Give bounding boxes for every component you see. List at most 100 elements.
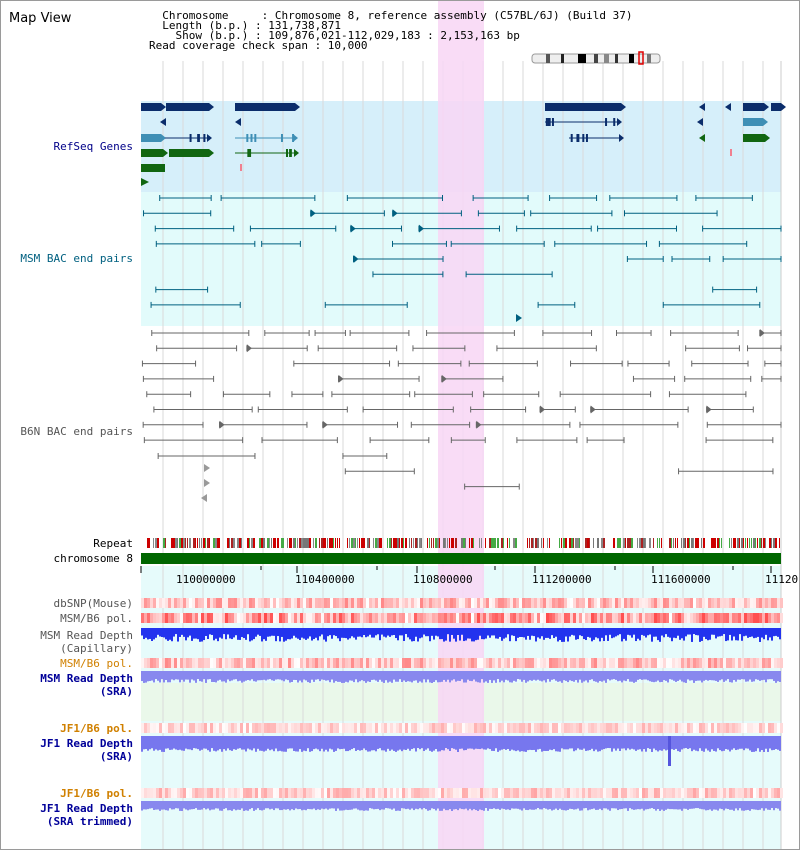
depth-bar	[723, 671, 725, 682]
pol-cell	[183, 598, 186, 608]
depth-bar	[313, 628, 315, 640]
pol-cell	[633, 723, 636, 733]
track-label-msm-b6-pol-sra[interactable]: MSM/B6 pol.	[60, 657, 133, 670]
depth-bar	[215, 736, 217, 752]
depth-bar	[543, 628, 545, 640]
depth-bar	[505, 671, 507, 680]
gene-strand-arrow	[725, 103, 731, 111]
pol-cell	[324, 723, 327, 733]
depth-bar	[225, 628, 227, 640]
depth-bar	[733, 671, 735, 681]
info-show-range: Show (b.p.) : 109,876,021-112,029,183 : …	[149, 29, 520, 42]
pol-cell	[624, 598, 627, 608]
pol-cell	[747, 658, 750, 668]
depth-bar	[667, 628, 669, 637]
pol-cell	[519, 723, 522, 733]
pol-cell	[579, 658, 582, 668]
track-label-msm-depth-sra[interactable]: MSM Read Depth (SRA)	[40, 672, 133, 698]
depth-bar	[383, 801, 385, 810]
repeat-element	[527, 538, 528, 548]
depth-bar	[461, 736, 463, 749]
track-label-refseq-genes[interactable]: RefSeq Genes	[53, 140, 133, 153]
depth-bar	[711, 628, 713, 635]
pol-cell	[198, 788, 201, 798]
pol-cell	[717, 723, 720, 733]
depth-bar	[167, 801, 169, 811]
depth-bar	[357, 736, 359, 750]
pol-cell	[378, 613, 381, 623]
depth-bar	[459, 671, 461, 681]
depth-bar	[231, 671, 233, 681]
track-label-jf1-depth-trimmed[interactable]: JF1 Read Depth (SRA trimmed)	[40, 802, 133, 828]
depth-bar	[481, 801, 483, 811]
depth-bar	[519, 628, 521, 638]
depth-bar	[683, 628, 685, 641]
pol-cell	[729, 788, 732, 798]
track-label-msm-depth-capillary[interactable]: MSM Read Depth (Capillary)	[40, 629, 133, 655]
pol-cell	[456, 598, 459, 608]
pol-cell	[768, 598, 771, 608]
depth-bar	[179, 628, 181, 637]
pol-cell	[528, 788, 531, 798]
track-label-jf1-b6-pol[interactable]: JF1/B6 pol.	[60, 722, 133, 735]
pol-cell	[276, 613, 279, 623]
depth-bar	[435, 671, 437, 681]
depth-bar	[447, 736, 449, 750]
depth-bar	[737, 801, 739, 811]
pol-cell	[186, 658, 189, 668]
depth-bar	[177, 628, 179, 642]
repeat-element	[271, 538, 272, 548]
depth-bar	[515, 671, 517, 682]
gene-strand-arrow	[141, 178, 149, 186]
depth-bar	[777, 628, 779, 637]
gene-exon	[605, 118, 608, 126]
pol-cell	[282, 598, 285, 608]
pol-cell	[591, 658, 594, 668]
track-label-dbsnp[interactable]: dbSNP(Mouse)	[53, 597, 133, 610]
depth-bar	[757, 671, 759, 680]
pol-cell	[780, 658, 783, 668]
track-label-jf1-b6-pol-trimmed[interactable]: JF1/B6 pol.	[60, 787, 133, 800]
depth-bar	[425, 736, 427, 750]
depth-bar	[295, 736, 297, 752]
depth-bar	[379, 671, 381, 680]
pol-cell	[462, 723, 465, 733]
track-label-msm-bac[interactable]: MSM BAC end pairs	[20, 252, 133, 265]
depth-bar	[183, 801, 185, 809]
pol-cell	[726, 613, 729, 623]
pol-cell	[390, 613, 393, 623]
repeat-element	[743, 538, 744, 548]
depth-bar	[163, 628, 165, 638]
pol-cell	[699, 658, 702, 668]
axis-tick-label: 111200000	[532, 573, 592, 586]
depth-bar	[405, 671, 407, 683]
depth-bar	[421, 801, 423, 810]
pol-cell	[711, 658, 714, 668]
depth-bar	[655, 628, 657, 637]
depth-bar	[749, 801, 751, 811]
repeat-element	[207, 538, 209, 548]
depth-bar	[769, 736, 771, 749]
depth-bar	[187, 801, 189, 811]
track-label-msm-b6-pol[interactable]: MSM/B6 pol.	[60, 612, 133, 625]
depth-bar	[767, 801, 769, 810]
pol-cell	[552, 613, 555, 623]
depth-bar	[561, 801, 563, 810]
depth-bar	[223, 628, 225, 635]
track-label-repeat[interactable]: Repeat	[93, 537, 133, 550]
pol-cell	[441, 598, 444, 608]
pol-cell	[462, 658, 465, 668]
b6n-bac-rows-dense	[141, 329, 782, 444]
pol-cell	[750, 658, 753, 668]
pol-cell	[573, 723, 576, 733]
pol-cell	[486, 598, 489, 608]
track-label-chromosome[interactable]: chromosome 8	[53, 552, 133, 565]
pol-cell	[351, 598, 354, 608]
pol-cell	[384, 613, 387, 623]
track-label-jf1-depth-sra[interactable]: JF1 Read Depth (SRA)	[40, 737, 133, 763]
repeat-element	[625, 538, 626, 548]
depth-bar	[157, 736, 159, 751]
depth-bar	[331, 671, 333, 680]
track-label-b6n-bac[interactable]: B6N BAC end pairs	[20, 425, 133, 438]
